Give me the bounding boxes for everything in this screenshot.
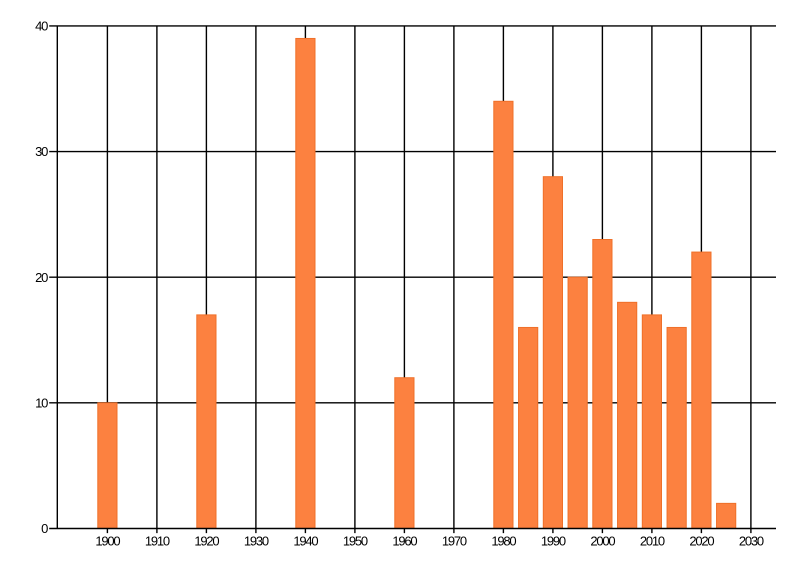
svg-text:20: 20	[35, 270, 48, 285]
svg-text:2030: 2030	[739, 533, 764, 548]
svg-text:1930: 1930	[244, 533, 269, 548]
svg-text:1910: 1910	[145, 533, 170, 548]
svg-text:0: 0	[41, 521, 48, 536]
svg-text:2000: 2000	[590, 533, 615, 548]
svg-text:1940: 1940	[293, 533, 318, 548]
svg-text:2010: 2010	[640, 533, 665, 548]
svg-text:1900: 1900	[95, 533, 120, 548]
svg-text:1990: 1990	[541, 533, 566, 548]
svg-text:10: 10	[35, 395, 48, 410]
svg-text:1950: 1950	[343, 533, 368, 548]
svg-text:2020: 2020	[689, 533, 714, 548]
svg-text:30: 30	[35, 144, 48, 159]
svg-text:1960: 1960	[392, 533, 417, 548]
svg-text:1980: 1980	[491, 533, 516, 548]
svg-text:1970: 1970	[442, 533, 467, 548]
svg-text:1920: 1920	[194, 533, 219, 548]
svg-text:40: 40	[35, 19, 48, 34]
